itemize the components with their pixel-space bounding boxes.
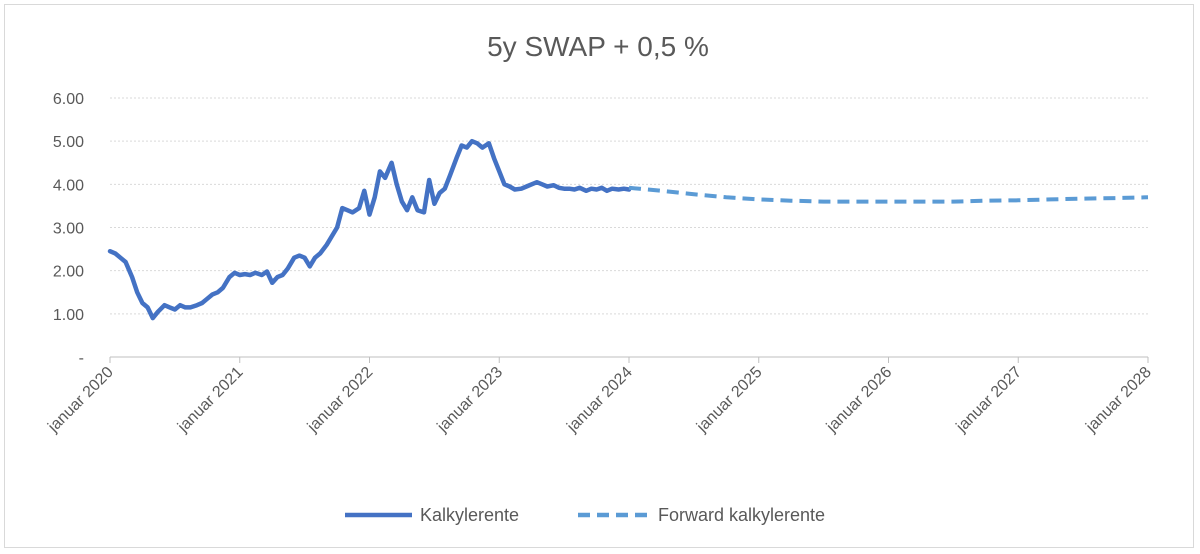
x-tick-label: januar 2027	[953, 364, 1026, 437]
x-tick-label: januar 2024	[563, 364, 636, 437]
series-line-forward-kalkylerente	[628, 185, 1149, 204]
legend: Kalkylerente Forward kalkylerente	[345, 505, 825, 525]
y-tick-label: 3.00	[53, 221, 84, 238]
grid-lines	[110, 97, 1148, 315]
x-tick-label: januar 2026	[823, 364, 896, 437]
x-tick-label: januar 2028	[1082, 364, 1155, 437]
x-tick-label: januar 2023	[434, 364, 507, 437]
chart-frame	[4, 4, 1194, 548]
series-line-kalkylerente	[107, 138, 632, 321]
x-tick-label: januar 2025	[693, 364, 766, 437]
x-tick-label: januar 2022	[304, 364, 377, 437]
y-tick-label: 5.00	[53, 134, 84, 151]
chart-title: 5y SWAP + 0,5 %	[487, 31, 709, 62]
y-tick-label: 2.00	[53, 264, 84, 281]
x-tick-label: januar 2020	[44, 364, 117, 437]
y-tick-label: 1.00	[53, 307, 84, 324]
series-lines	[107, 138, 1149, 321]
y-tick-label: -	[79, 350, 84, 367]
legend-label-kalkylerente: Kalkylerente	[420, 505, 519, 525]
legend-label-forward-kalkylerente: Forward kalkylerente	[658, 505, 825, 525]
axes: - 1.00 2.00 3.00 4.00 5.00 6.00 januar 2020 janu…	[44, 91, 1155, 436]
y-tick-label: 6.00	[53, 91, 84, 108]
x-tick-label: januar 2021	[174, 364, 247, 437]
y-tick-label: 4.00	[53, 177, 84, 194]
